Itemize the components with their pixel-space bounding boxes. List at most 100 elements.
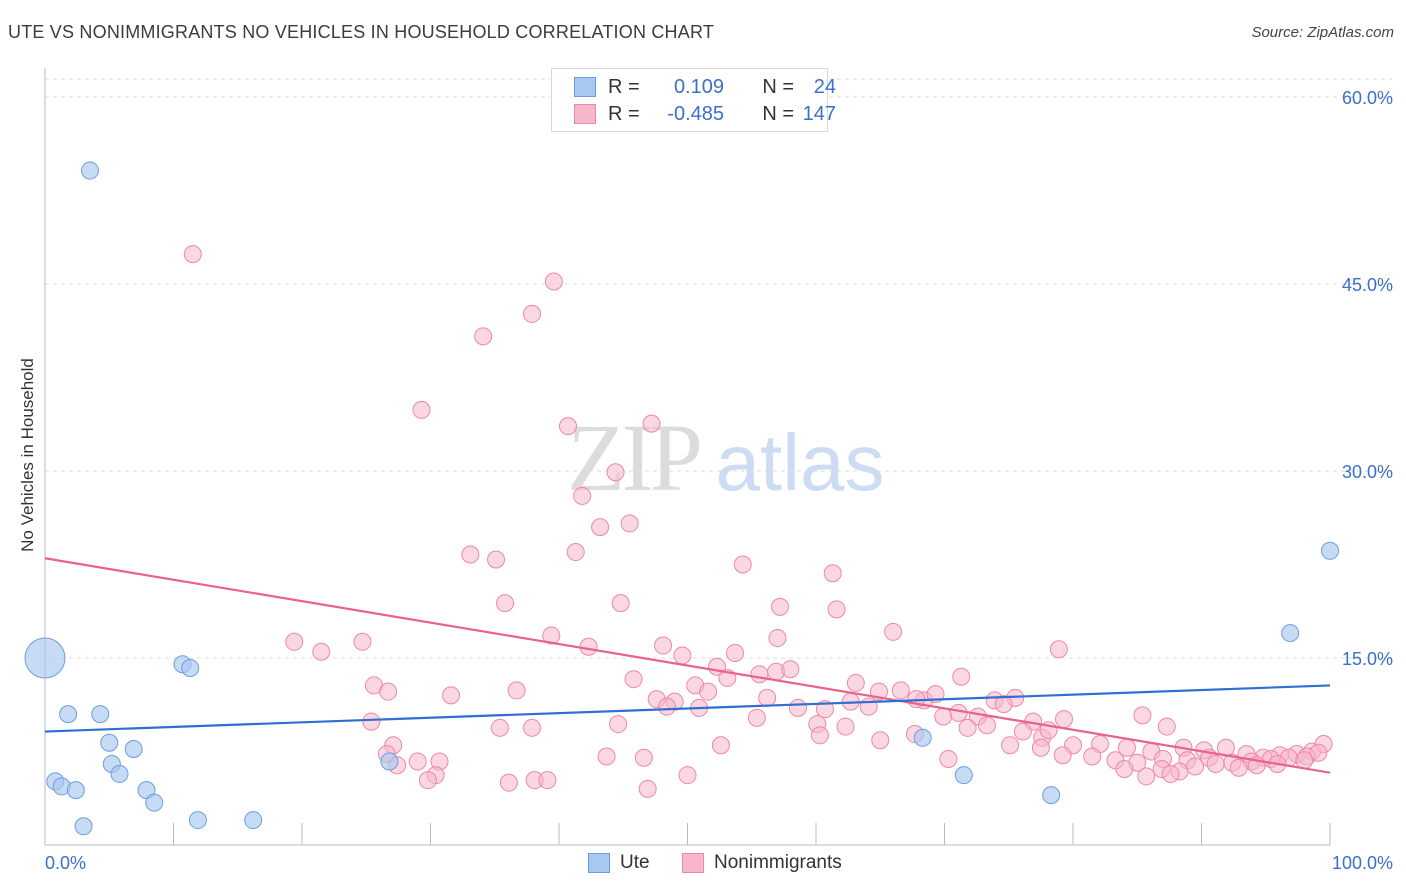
nonimmigrants-point — [1137, 767, 1156, 786]
nonimmigrants-swatch — [574, 104, 596, 124]
nonimmigrants-point — [1157, 717, 1176, 736]
y-tick-label: 45.0% — [1342, 275, 1393, 295]
nonimmigrants-trend-line — [44, 557, 1331, 774]
nonimmigrants-point — [312, 642, 331, 661]
n-value: 24 — [813, 75, 836, 98]
nonimmigrants-point — [827, 600, 846, 619]
nonimmigrants-point — [490, 718, 509, 737]
nonimmigrants-point — [678, 766, 697, 785]
ute-point — [1321, 541, 1339, 560]
nonimmigrants-point — [654, 636, 673, 655]
ute-point — [110, 764, 129, 783]
nonimmigrants-point — [1083, 747, 1102, 766]
watermark: ZIP atlas — [567, 404, 884, 511]
ute-swatch — [588, 853, 610, 873]
nonimmigrants-points — [183, 245, 1333, 798]
ute-point — [24, 637, 66, 679]
nonimmigrants-point — [939, 749, 958, 768]
nonimmigrants-point — [747, 708, 766, 727]
nonimmigrants-point — [496, 594, 515, 613]
x-tick-label: 100.0% — [1332, 853, 1393, 873]
nonimmigrants-point — [836, 717, 855, 736]
nonimmigrants-point — [544, 272, 563, 291]
chart-title: UTE VS NONIMMIGRANTS NO VEHICLES IN HOUS… — [8, 22, 715, 42]
legend-item-nonimmigrants: Nonimmigrants — [682, 852, 842, 874]
nonimmigrants-swatch — [682, 853, 704, 873]
ute-point — [380, 752, 399, 771]
nonimmigrants-point — [733, 555, 752, 574]
ute-point — [181, 658, 200, 677]
nonimmigrants-point — [597, 747, 616, 766]
nonimmigrants-point — [542, 626, 561, 645]
nonimmigrants-point — [859, 697, 878, 716]
nonimmigrants-point — [499, 773, 518, 792]
nonimmigrants-point — [1161, 764, 1180, 783]
nonimmigrants-point — [362, 712, 381, 731]
nonimmigrants-point — [408, 752, 427, 771]
nonimmigrants-point — [823, 564, 842, 583]
n-value: 147 — [802, 102, 836, 125]
nonimmigrants-point — [418, 771, 437, 790]
ute-point — [80, 161, 99, 180]
nonimmigrants-point — [558, 417, 577, 436]
nonimmigrants-point — [1053, 746, 1072, 765]
y-axis-label: No Vehicles in Household — [18, 358, 37, 552]
nonimmigrants-point — [977, 716, 996, 735]
nonimmigrants-point — [949, 703, 968, 722]
nonimmigrants-point — [726, 644, 745, 663]
nonimmigrants-point — [1049, 640, 1068, 659]
nonimmigrants-point — [1055, 710, 1074, 729]
nonimmigrants-point — [1206, 754, 1225, 773]
y-tick-label: 30.0% — [1342, 462, 1393, 482]
nonimmigrants-point — [379, 682, 398, 701]
nonimmigrants-point — [657, 697, 676, 716]
ute-point — [124, 740, 143, 759]
nonimmigrants-point — [507, 681, 526, 700]
ute-point — [91, 705, 110, 724]
r-value: 0.109 — [673, 75, 724, 98]
tick-labels: 15.0% 30.0% 45.0% 60.0% 0.0% 100.0% — [45, 88, 1393, 873]
nonimmigrants-point — [884, 622, 903, 641]
nonimmigrants-point — [442, 686, 461, 705]
source-credit: Source: ZipAtlas.com — [1251, 24, 1394, 41]
ute-point — [66, 781, 85, 800]
nonimmigrants-point — [609, 715, 628, 734]
nonimmigrants-point — [579, 637, 598, 656]
nonimmigrants-point — [461, 545, 480, 564]
nonimmigrants-point — [285, 632, 304, 651]
r-label: R = — [608, 102, 640, 125]
nonimmigrants-point — [573, 486, 592, 505]
watermark-atlas: atlas — [716, 418, 885, 507]
nonimmigrants-point — [934, 707, 953, 726]
nonimmigrants-point — [538, 771, 557, 790]
nonimmigrants-point — [183, 245, 202, 264]
nonimmigrants-point — [771, 597, 790, 616]
nonimmigrants-point — [871, 731, 890, 750]
ute-point — [954, 766, 973, 785]
legend-row-ute: R = 0.109 N = 24 — [574, 75, 836, 99]
trend-lines — [44, 557, 1331, 774]
nonimmigrants-point — [1133, 706, 1152, 725]
nonimmigrants-point — [994, 695, 1013, 714]
y-tick-label: 15.0% — [1342, 649, 1393, 669]
nonimmigrants-point — [673, 646, 692, 665]
nonimmigrants-point — [750, 665, 769, 684]
ute-point — [145, 793, 164, 812]
nonimmigrants-point — [1001, 736, 1020, 755]
ute-point — [100, 733, 119, 752]
nonimmigrants-point — [487, 550, 506, 569]
nonimmigrants-point — [523, 718, 542, 737]
legend-row-nonimmigrants: R = -0.485 N = 147 — [574, 102, 836, 126]
ute-point — [74, 817, 93, 836]
nonimmigrants-point — [353, 632, 372, 651]
nonimmigrants-point — [1115, 759, 1134, 778]
nonimmigrants-point — [781, 660, 800, 679]
nonimmigrants-point — [412, 400, 431, 419]
nonimmigrants-point — [634, 748, 653, 767]
nonimmigrants-point — [958, 718, 977, 737]
ute-point — [188, 811, 207, 830]
axes — [44, 68, 1331, 846]
nonimmigrants-point — [620, 514, 639, 533]
ute-points — [24, 161, 1339, 836]
nonimmigrants-point — [711, 736, 730, 755]
